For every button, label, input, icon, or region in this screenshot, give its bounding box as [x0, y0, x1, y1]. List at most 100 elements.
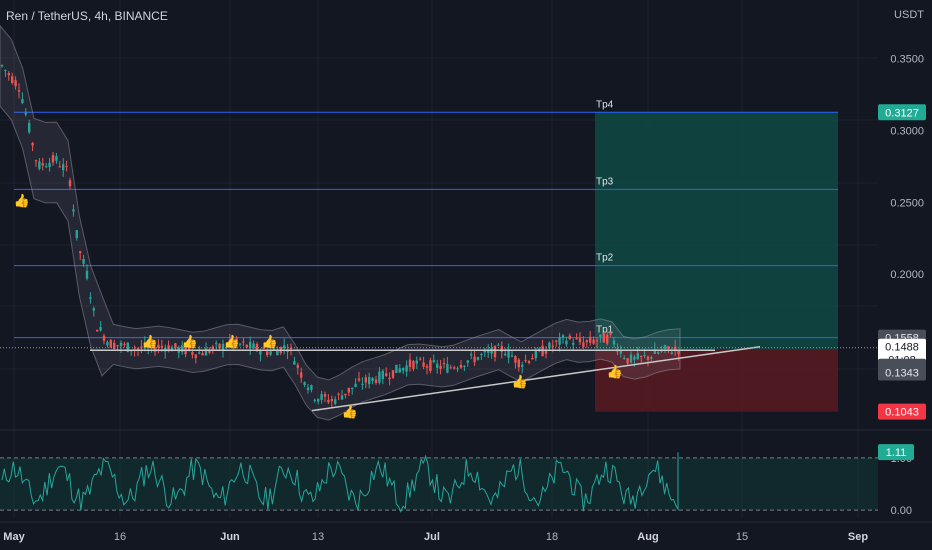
candle-body [255, 344, 259, 351]
candle-body [28, 122, 31, 133]
candle-body [476, 357, 480, 360]
candle-body [38, 161, 41, 169]
candle-body [323, 394, 327, 397]
candle-body [181, 345, 184, 353]
candle-body [548, 342, 551, 349]
candle-body [92, 308, 95, 311]
candle-body [170, 347, 174, 352]
candle-body [572, 342, 575, 345]
candle-body [65, 166, 68, 168]
candle-body [310, 385, 313, 390]
candle-body [215, 343, 218, 345]
candle-body [147, 345, 150, 348]
candle-body [653, 349, 656, 354]
price-badge [878, 338, 926, 355]
candle-body [58, 166, 61, 168]
candle-body [565, 340, 568, 345]
time-tick-label: Aug [637, 531, 658, 543]
rsi-line [1, 452, 679, 513]
candle-body [371, 377, 374, 382]
candle-body [228, 339, 231, 344]
candle-body [289, 347, 293, 349]
candle-body [174, 343, 177, 349]
candle-body [334, 399, 337, 404]
candle-body [351, 387, 354, 389]
candle-body [650, 357, 653, 359]
candle-body [633, 356, 636, 360]
rsi-current-badge [878, 444, 914, 461]
candle-body [249, 342, 252, 349]
candle-body [497, 344, 500, 346]
candle-body [643, 355, 646, 357]
candle-body [96, 330, 99, 332]
candle-body [558, 337, 561, 345]
candle-body [14, 80, 17, 87]
candle-body [150, 341, 153, 347]
candle-body [24, 112, 27, 115]
candle-body [245, 344, 248, 348]
time-tick-label: Jul [424, 531, 440, 543]
candle-body [568, 335, 571, 340]
price-badge [878, 364, 926, 381]
candle-body [470, 354, 473, 356]
candle-body [4, 69, 7, 71]
candle-body [449, 367, 452, 369]
candle-body [68, 180, 72, 187]
rsi-tick-label: 0.00 [891, 505, 912, 517]
candle-body [592, 339, 595, 344]
candle-body [640, 355, 643, 357]
candle-body [187, 346, 191, 351]
candle-body [198, 352, 201, 354]
candle-body [412, 360, 415, 369]
candle-body [385, 373, 388, 377]
candle-body [663, 345, 667, 349]
candle-body [510, 355, 514, 357]
candle-body [85, 270, 89, 279]
candle-body [55, 156, 58, 161]
candle-body [242, 341, 245, 343]
currency-label: USDT [894, 9, 924, 21]
target-label: Tp1 [596, 325, 614, 336]
candle-body [456, 368, 459, 370]
candle-body [677, 349, 680, 355]
candle-body [442, 363, 446, 365]
candle-body [524, 359, 527, 361]
candle-body [113, 342, 116, 349]
candle-body [266, 351, 269, 355]
time-tick-label: 13 [312, 531, 324, 543]
candle-body [619, 350, 622, 354]
candle-body [602, 333, 605, 343]
candle-body [609, 332, 612, 335]
candle-body [72, 209, 75, 212]
candle-body [398, 368, 401, 373]
candle-body [320, 394, 323, 400]
price-tick-label: 0.2500 [890, 197, 924, 209]
candle-body [354, 383, 357, 387]
candle-body [235, 338, 238, 343]
candle-body [303, 382, 306, 385]
candle-body [361, 383, 364, 385]
candle-body [204, 348, 208, 356]
candle-body [51, 155, 55, 163]
candle-body [276, 349, 279, 356]
thumbs-up-icon: 👍 [262, 334, 278, 349]
thumbs-up-icon: 👍 [607, 364, 623, 379]
bollinger-band [0, 24, 681, 421]
time-tick-label: Jun [220, 531, 240, 543]
candle-body [106, 342, 109, 346]
candle-body [629, 354, 633, 363]
candle-body [82, 258, 85, 264]
candle-body [330, 398, 333, 402]
candle-body [232, 342, 235, 347]
candle-body [657, 352, 660, 354]
thumbs-up-icon: 👍 [342, 404, 358, 419]
candle-body [41, 163, 44, 166]
candle-body [272, 348, 276, 350]
candle-body [89, 297, 92, 299]
price-badge-label: 0.1343 [885, 368, 919, 380]
candle-body [585, 340, 588, 343]
candle-body [504, 353, 507, 356]
candle-body [544, 350, 548, 354]
price-tick-label: 0.3000 [890, 126, 924, 138]
